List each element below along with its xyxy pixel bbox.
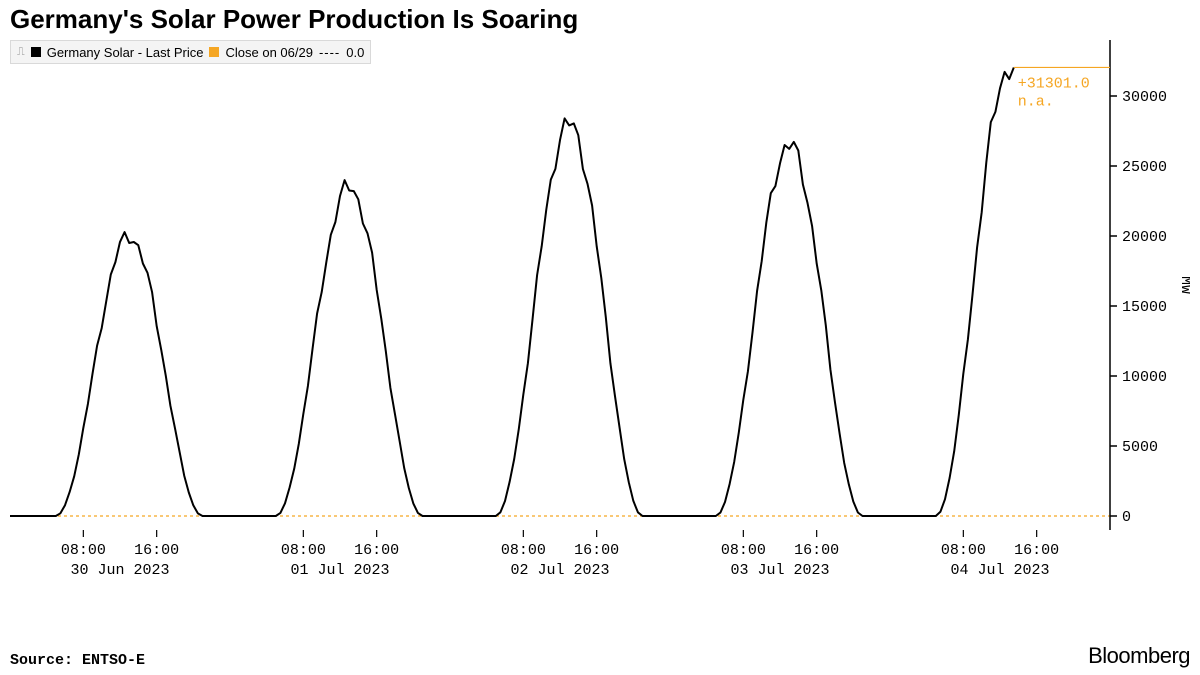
y-tick-label: 5000 — [1122, 439, 1158, 456]
chart-title: Germany's Solar Power Production Is Soar… — [10, 4, 578, 35]
x-tick-date: 03 Jul 2023 — [730, 562, 829, 579]
y-tick-label: 0 — [1122, 509, 1131, 526]
x-tick-time: 08:00 — [61, 542, 106, 559]
line-chart: 0 5000 10000 15000 20000 25000 30000 MW +31301.0… — [10, 40, 1190, 600]
x-tick-time: 08:00 — [501, 542, 546, 559]
y-tick-label: 30000 — [1122, 89, 1167, 106]
x-tick-time: 08:00 — [281, 542, 326, 559]
y-tick-label: 10000 — [1122, 369, 1167, 386]
x-tick-date: 30 Jun 2023 — [70, 562, 169, 579]
x-tick-time: 08:00 — [941, 542, 986, 559]
source-label: Source: ENTSO-E — [10, 652, 145, 669]
brand-label: Bloomberg — [1088, 643, 1190, 669]
x-tick-time: 16:00 — [574, 542, 619, 559]
y-tick-label: 25000 — [1122, 159, 1167, 176]
x-tick-time: 16:00 — [794, 542, 839, 559]
y-tick-label: 20000 — [1122, 229, 1167, 246]
x-tick-time: 08:00 — [721, 542, 766, 559]
series-line — [10, 68, 1014, 517]
y-tick-label: 15000 — [1122, 299, 1167, 316]
x-tick-time: 16:00 — [1014, 542, 1059, 559]
x-tick-time: 16:00 — [354, 542, 399, 559]
y-axis-label: MW — [1177, 276, 1190, 294]
x-tick-time: 16:00 — [134, 542, 179, 559]
annotation-value: +31301.0 — [1018, 75, 1090, 92]
annotation-sub: n.a. — [1018, 93, 1054, 110]
x-tick-date: 01 Jul 2023 — [290, 562, 389, 579]
x-tick-date: 02 Jul 2023 — [510, 562, 609, 579]
x-tick-date: 04 Jul 2023 — [950, 562, 1049, 579]
